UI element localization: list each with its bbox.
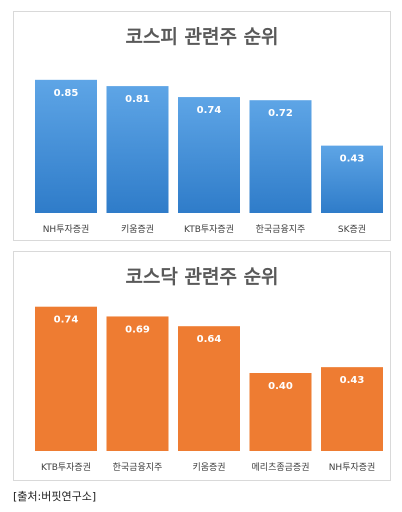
kosdaq-bar: [321, 367, 383, 451]
kosdaq-bar: [249, 373, 312, 451]
kospi-value-label: 0.72: [268, 108, 293, 119]
kosdaq-bar: [106, 316, 169, 451]
kospi-value-label: 0.43: [340, 154, 365, 165]
kosdaq-chart: 코스닥 관련주 순위 0.74 KTB투자증권 0.69 한국금융지주 0.64 키움증권…: [35, 266, 383, 473]
kospi-category-label: 키움증권: [121, 223, 154, 235]
kospi-value-label: 0.81: [125, 94, 150, 105]
kosdaq-value-label: 0.74: [54, 315, 79, 326]
kosdaq-value-label: 0.43: [340, 375, 365, 386]
kospi-chart-panel: 코스피 관련주 순위 0.85 NH투자증권 0.81 키움증권 0.74 KTB투자증권…: [13, 11, 391, 241]
kospi-value-label: 0.85: [54, 88, 79, 99]
kospi-chart-title: 코스피 관련주 순위: [125, 26, 278, 48]
kospi-bar: [249, 100, 312, 213]
kosdaq-bar: [178, 326, 240, 451]
kospi-bar: [178, 97, 240, 213]
kosdaq-category-label: KTB투자증권: [41, 461, 91, 473]
kosdaq-category-label: 한국금융지주: [113, 462, 163, 473]
kosdaq-value-label: 0.69: [125, 324, 150, 335]
kospi-category-label: NH투자증권: [43, 223, 90, 235]
kosdaq-category-label: 키움증권: [192, 461, 225, 473]
source-credit: [출처:버핏연구소]: [13, 490, 97, 503]
kospi-chart: 코스피 관련주 순위 0.85 NH투자증권 0.81 키움증권 0.74 KTB투자증권…: [35, 26, 383, 235]
kospi-bar: [35, 79, 97, 213]
kosdaq-category-label: NH투자증권: [329, 461, 376, 473]
kosdaq-bar: [35, 306, 97, 451]
kospi-bar: [106, 86, 169, 213]
kospi-value-label: 0.74: [197, 105, 222, 116]
kosdaq-chart-panel: 코스닥 관련주 순위 0.74 KTB투자증권 0.69 한국금융지주 0.64 키움증권…: [13, 251, 391, 481]
kospi-category-label: 한국금융지주: [256, 224, 306, 235]
kospi-category-label: KTB투자증권: [184, 223, 234, 235]
kosdaq-category-label: 메리츠종금증권: [252, 461, 310, 473]
kosdaq-chart-title: 코스닥 관련주 순위: [125, 266, 278, 288]
kospi-bar: [321, 145, 383, 213]
kospi-category-label: SK증권: [338, 223, 366, 235]
kosdaq-value-label: 0.40: [268, 381, 293, 392]
kosdaq-value-label: 0.64: [197, 334, 222, 345]
